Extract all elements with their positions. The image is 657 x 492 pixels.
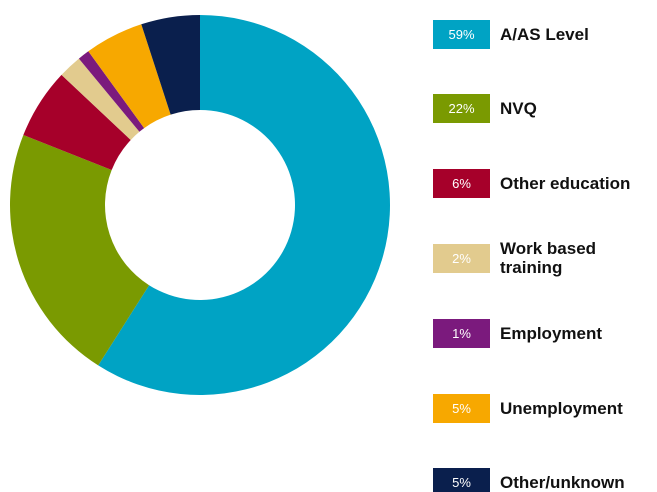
legend-label: Work based training [500,239,597,278]
legend-swatch: 5% [433,393,490,423]
legend-item: 6% Other education [433,169,650,199]
legend-item: 59% A/AS Level [433,19,650,49]
donut-slice [78,51,145,132]
donut-slice [10,135,150,366]
legend-label: A/AS Level [500,24,589,44]
legend-swatch: 6% [433,169,490,199]
legend-item: 22% NVQ [433,94,650,124]
donut-slice [88,24,171,129]
donut-slice [61,58,140,140]
donut-slice [98,15,391,396]
legend-swatch: 22% [433,94,490,124]
legend-label: Other education [500,174,631,194]
legend-item: 5% Unemployment [433,393,650,423]
legend-label: Unemployment [500,398,623,418]
legend-swatch: 2% [433,243,490,273]
legend-label: NVQ [500,99,537,119]
legend-swatch: 5% [433,468,490,492]
donut [10,15,391,396]
legend-item: 1% Employment [433,318,650,348]
legend-item: 2% Work based training [433,239,650,277]
legend-label: Employment [500,323,603,343]
donut-slice [23,74,131,171]
legend-swatch: 1% [433,318,490,348]
legend-item: 5% Other/unknown [433,468,650,492]
legend-label: Other/unknown [500,473,625,492]
donut-slice [141,15,200,115]
legend-swatch: 59% [433,19,490,49]
